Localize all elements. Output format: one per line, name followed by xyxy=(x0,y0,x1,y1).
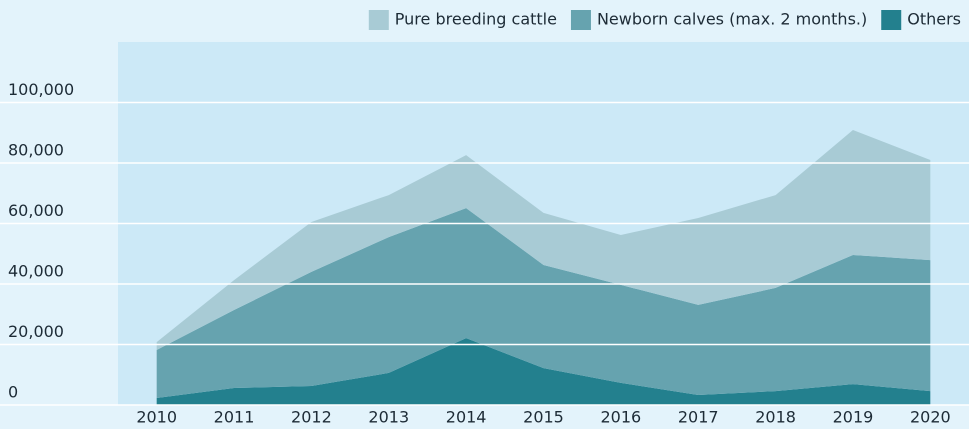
x-tick-label: 2011 xyxy=(214,408,255,427)
legend-label: Pure breeding cattle xyxy=(395,10,557,29)
x-tick-label: 2015 xyxy=(523,408,564,427)
legend-label: Newborn calves (max. 2 months.) xyxy=(597,10,867,29)
x-tick-label: 2010 xyxy=(136,408,177,427)
y-tick-label: 80,000 xyxy=(8,141,64,160)
x-tick-label: 2014 xyxy=(446,408,487,427)
legend-swatch xyxy=(570,10,591,30)
x-tick-label: 2016 xyxy=(601,408,642,427)
area xyxy=(156,338,931,405)
x-tick-label: 2020 xyxy=(910,408,951,427)
x-tick-label: 2017 xyxy=(678,408,719,427)
x-tick-label: 2019 xyxy=(833,408,874,427)
y-tick-label: 20,000 xyxy=(8,322,64,341)
x-tick-label: 2012 xyxy=(291,408,332,427)
y-tick-label: 60,000 xyxy=(8,201,64,220)
y-tick-label: 0 xyxy=(8,383,18,402)
legend-label: Others xyxy=(907,10,961,29)
y-tick-label: 100,000 xyxy=(8,80,74,99)
y-tick-label: 40,000 xyxy=(8,262,64,281)
x-tick-label: 2013 xyxy=(368,408,409,427)
area xyxy=(156,130,931,350)
x-tick-label: 2018 xyxy=(755,408,796,427)
legend-swatch xyxy=(368,10,389,30)
area xyxy=(156,208,931,399)
legend-swatch xyxy=(881,10,902,30)
